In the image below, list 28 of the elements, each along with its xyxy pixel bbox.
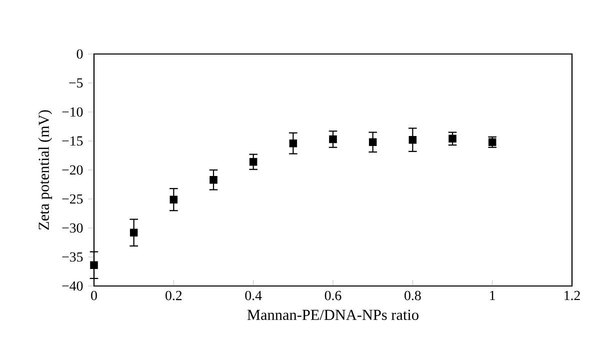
y-axis-title: Zeta potential (mV) [38, 110, 52, 230]
point [210, 176, 218, 184]
point [249, 158, 258, 166]
point [408, 136, 417, 144]
x-tick-label: 0.8 [404, 290, 421, 300]
y-tick-label: 0 [76, 49, 83, 59]
x-tick-label: 0 [91, 290, 97, 300]
y-tick-label: −15 [62, 136, 83, 146]
y-tick-label: −10 [62, 107, 83, 117]
x-tick-label: 0.6 [324, 290, 342, 300]
point [90, 261, 98, 269]
point [448, 134, 456, 143]
y-tick-label: −25 [62, 194, 83, 204]
y-tick-label: −30 [62, 223, 83, 233]
x-tick-label: 0.2 [166, 290, 182, 300]
x-axis-title: Mannan-PE/DNA-NPs ratio [247, 310, 418, 320]
y-tick-label: −35 [62, 252, 83, 262]
point [130, 228, 138, 237]
y-tick-label: −20 [62, 165, 83, 175]
point [368, 138, 377, 146]
x-tick-label: 1.2 [564, 290, 580, 300]
point [329, 135, 337, 144]
y-tick-label: −40 [62, 281, 83, 291]
x-tick-label: 0.4 [245, 290, 262, 300]
point [170, 196, 178, 204]
point [289, 139, 298, 148]
x-tick-label: 1 [490, 290, 495, 300]
y-tick-label: −5 [69, 78, 83, 88]
